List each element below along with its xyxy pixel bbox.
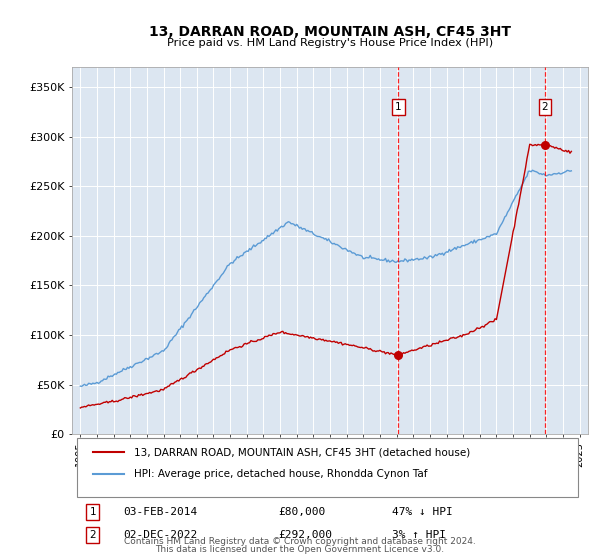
Text: £292,000: £292,000 <box>278 530 332 540</box>
Text: Contains HM Land Registry data © Crown copyright and database right 2024.: Contains HM Land Registry data © Crown c… <box>124 537 476 546</box>
Text: 13, DARRAN ROAD, MOUNTAIN ASH, CF45 3HT: 13, DARRAN ROAD, MOUNTAIN ASH, CF45 3HT <box>149 25 511 39</box>
Text: 1: 1 <box>395 102 401 112</box>
Text: 2: 2 <box>89 530 96 540</box>
Text: Price paid vs. HM Land Registry's House Price Index (HPI): Price paid vs. HM Land Registry's House … <box>167 38 493 48</box>
FancyBboxPatch shape <box>77 437 578 497</box>
Point <box>393 351 403 360</box>
Text: 03-FEB-2014: 03-FEB-2014 <box>124 507 198 517</box>
Text: HPI: Average price, detached house, Rhondda Cynon Taf: HPI: Average price, detached house, Rhon… <box>134 469 427 479</box>
Text: 02-DEC-2022: 02-DEC-2022 <box>124 530 198 540</box>
Text: 1: 1 <box>89 507 96 517</box>
Text: 2: 2 <box>542 102 548 112</box>
Text: 3% ↑ HPI: 3% ↑ HPI <box>392 530 446 540</box>
Text: 47% ↓ HPI: 47% ↓ HPI <box>392 507 452 517</box>
Text: 13, DARRAN ROAD, MOUNTAIN ASH, CF45 3HT (detached house): 13, DARRAN ROAD, MOUNTAIN ASH, CF45 3HT … <box>134 447 470 458</box>
Text: This data is licensed under the Open Government Licence v3.0.: This data is licensed under the Open Gov… <box>155 545 445 554</box>
Point <box>540 140 550 149</box>
Text: £80,000: £80,000 <box>278 507 326 517</box>
